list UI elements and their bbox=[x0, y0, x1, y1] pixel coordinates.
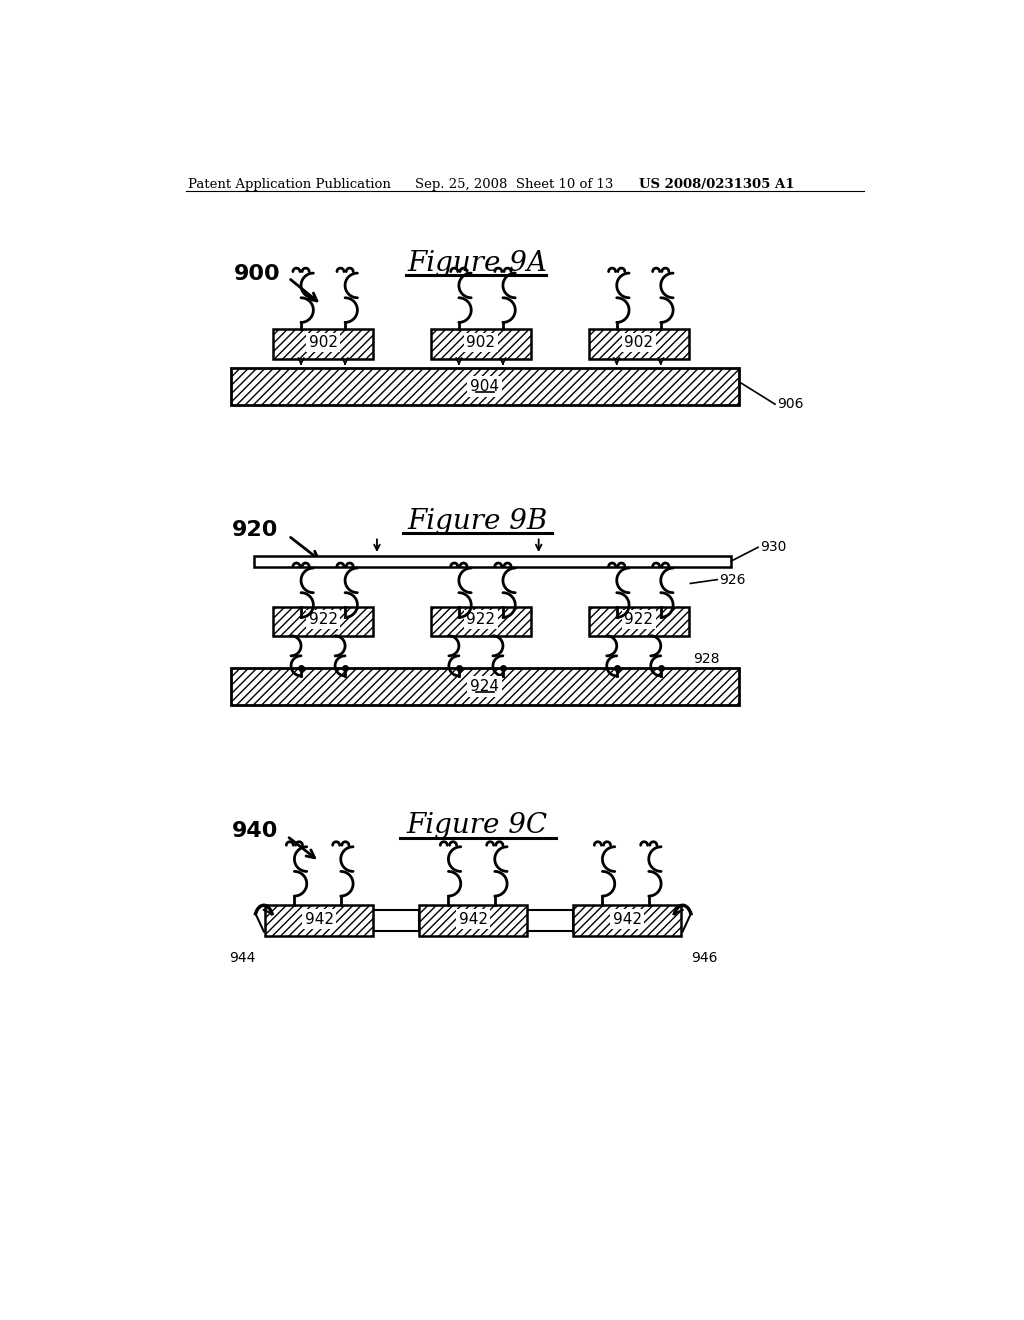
Bar bbox=[230, 668, 739, 705]
Text: 942: 942 bbox=[305, 912, 334, 927]
Text: Figure 9B: Figure 9B bbox=[407, 508, 547, 536]
Bar bbox=[265, 906, 373, 936]
Bar bbox=[419, 906, 527, 936]
Bar bbox=[431, 330, 531, 359]
Bar bbox=[230, 668, 739, 705]
Text: 922: 922 bbox=[625, 612, 653, 627]
Text: 904: 904 bbox=[470, 379, 500, 393]
Bar bbox=[431, 607, 531, 636]
Text: Sep. 25, 2008  Sheet 10 of 13: Sep. 25, 2008 Sheet 10 of 13 bbox=[416, 178, 613, 190]
Text: 902: 902 bbox=[308, 335, 338, 350]
Text: 942: 942 bbox=[612, 912, 642, 927]
Text: 902: 902 bbox=[625, 335, 653, 350]
Bar bbox=[273, 607, 373, 636]
Text: 906: 906 bbox=[777, 397, 804, 412]
Text: 942: 942 bbox=[459, 912, 487, 927]
Bar bbox=[419, 906, 527, 936]
Text: 922: 922 bbox=[466, 612, 496, 627]
Text: 900: 900 bbox=[234, 264, 281, 284]
Bar bbox=[573, 906, 681, 936]
Bar bbox=[273, 330, 373, 359]
Bar bbox=[589, 330, 689, 359]
Text: 920: 920 bbox=[232, 520, 279, 540]
Text: 946: 946 bbox=[691, 950, 718, 965]
Bar bbox=[431, 607, 531, 636]
Bar bbox=[265, 906, 373, 936]
Bar bbox=[230, 368, 739, 405]
Bar bbox=[431, 330, 531, 359]
Text: 926: 926 bbox=[720, 573, 746, 586]
Text: 930: 930 bbox=[761, 540, 786, 554]
Text: 922: 922 bbox=[308, 612, 338, 627]
Bar bbox=[589, 330, 689, 359]
Text: US 2008/0231305 A1: US 2008/0231305 A1 bbox=[639, 178, 795, 190]
Bar bbox=[589, 607, 689, 636]
Bar bbox=[527, 909, 573, 932]
Bar bbox=[254, 556, 731, 566]
Bar bbox=[589, 607, 689, 636]
Text: Patent Application Publication: Patent Application Publication bbox=[188, 178, 391, 190]
Bar bbox=[230, 368, 739, 405]
Text: 902: 902 bbox=[466, 335, 496, 350]
Bar bbox=[573, 906, 681, 936]
Bar bbox=[273, 330, 373, 359]
Text: Figure 9A: Figure 9A bbox=[408, 251, 547, 277]
Text: Figure 9C: Figure 9C bbox=[407, 813, 548, 840]
Text: 924: 924 bbox=[470, 678, 500, 694]
Text: 928: 928 bbox=[692, 652, 719, 665]
Text: 944: 944 bbox=[229, 950, 255, 965]
Bar bbox=[273, 607, 373, 636]
Text: 940: 940 bbox=[232, 821, 279, 841]
Bar bbox=[373, 909, 419, 932]
